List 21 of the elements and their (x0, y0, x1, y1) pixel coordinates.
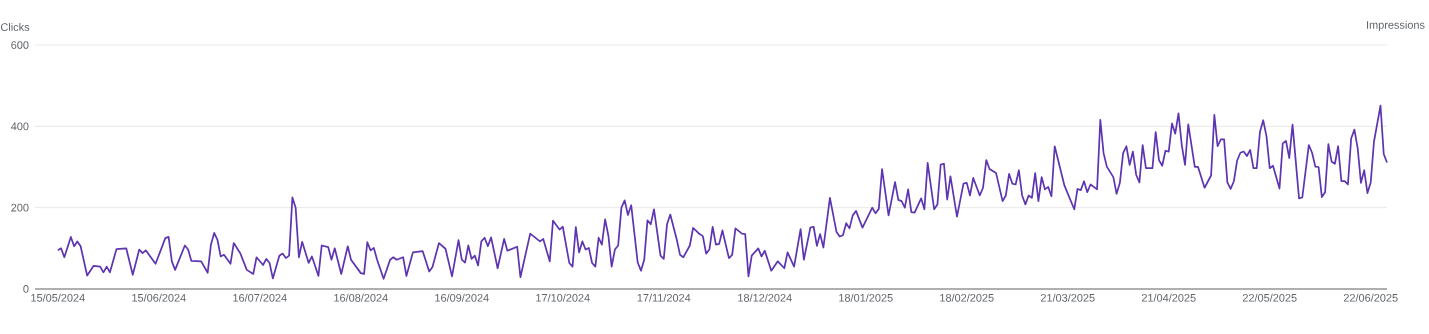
x-tick-label: 18/12/2024 (738, 293, 792, 302)
x-tick-label: 18/02/2025 (940, 293, 994, 302)
y-tick-label: 200 (11, 203, 29, 212)
y-tick-label: 400 (10, 122, 29, 131)
y-axis-title: Clicks (1, 22, 30, 31)
x-tick-label: 21/03/2025 (1040, 293, 1095, 302)
y-tick-label: 600 (11, 41, 29, 49)
x-tick-label: 18/01/2025 (839, 293, 893, 302)
x-tick-label: 16/08/2024 (334, 293, 388, 302)
y2-axis-title: Impressions (1367, 20, 1425, 31)
y-tick-label: 0 (23, 285, 29, 293)
x-tick-label: 21/04/2025 (1141, 293, 1196, 302)
x-tick-label: 17/11/2024 (637, 293, 691, 302)
x-tick-label: 16/07/2024 (233, 293, 287, 302)
x-tick-label: 17/10/2024 (536, 293, 590, 302)
x-tick-label: 22/06/2025 (1343, 293, 1398, 302)
line-series (56, 104, 1388, 280)
x-tick-label: 16/09/2024 (435, 293, 489, 302)
x-tick-label: 22/05/2025 (1242, 293, 1297, 302)
x-tick-label: 15/05/2024 (31, 293, 85, 302)
x-tick-label: 15/06/2024 (132, 293, 186, 302)
